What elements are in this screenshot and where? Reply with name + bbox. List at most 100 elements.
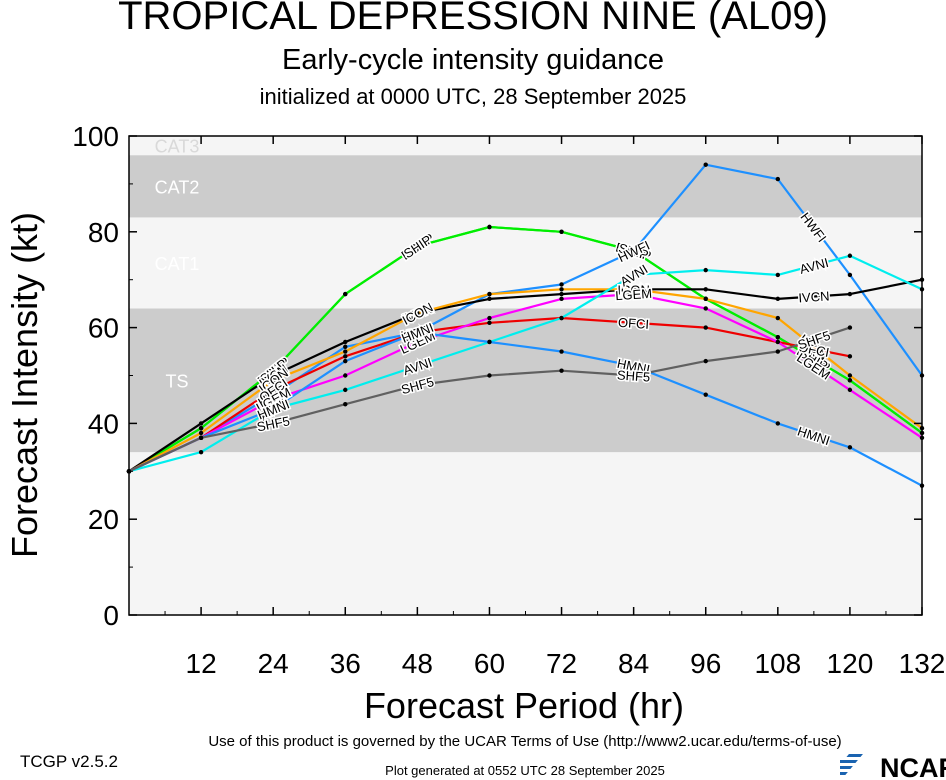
data-point-ofci-36 <box>343 354 348 359</box>
terms-of-use-notice: Use of this product is governed by the U… <box>208 733 842 750</box>
band-label-cat1: CAT1 <box>155 254 200 274</box>
data-point-ship-60 <box>487 224 492 230</box>
data-point-hwfi-36 <box>343 344 348 349</box>
data-point-ship-48 <box>415 243 420 249</box>
data-point-shf5-120 <box>847 325 853 330</box>
data-point-lgem-48 <box>415 339 420 345</box>
y-tick-label-100: 100 <box>72 121 119 152</box>
data-point-lgem-72 <box>559 296 564 302</box>
chart-init-time: initialized at 0000 UTC, 28 September 20… <box>259 84 687 109</box>
ncar-logo-text: NCAR <box>880 753 946 780</box>
data-point-icon-12 <box>198 430 204 436</box>
x-tick-label-120: 120 <box>827 648 874 679</box>
series-line-avni <box>128 254 923 473</box>
data-point-ship-12 <box>198 425 204 431</box>
generated-timestamp: Plot generated at 0552 UTC 28 September … <box>385 763 665 778</box>
data-point-lgem-36 <box>343 373 348 378</box>
series-label-shf5-84: SHF5 <box>617 367 651 384</box>
band-cat1 <box>129 217 922 309</box>
data-point-shf5-72 <box>559 368 564 373</box>
y-tick-label-60: 60 <box>88 313 119 344</box>
y-tick-label-0: 0 <box>103 600 119 631</box>
data-point-hmni-96 <box>703 392 708 397</box>
data-point-ivcn-60 <box>487 296 492 302</box>
series-line-hmni <box>128 331 923 487</box>
series-label-shf5-24: SHF5 <box>256 413 292 434</box>
x-tick-label-60: 60 <box>474 648 505 679</box>
data-point-hmni-84 <box>631 363 636 369</box>
x-tick-label-108: 108 <box>754 648 801 679</box>
data-point-hwfi-108 <box>775 176 781 182</box>
band-label-ts: TS <box>165 371 188 391</box>
forecast-lines <box>126 162 925 488</box>
data-point-ivcn-120 <box>847 291 853 297</box>
data-point-hwfi-72 <box>559 282 564 287</box>
data-point-ivcn-12 <box>198 421 204 426</box>
data-point-shf5-24 <box>270 421 276 426</box>
data-point-ivcn-24 <box>270 373 276 378</box>
data-point-hmni-24 <box>270 406 276 412</box>
series-label-ivcn-84: IVCN <box>618 281 650 298</box>
x-tick-label-96: 96 <box>690 648 721 679</box>
data-point-hwfi-120 <box>847 272 853 278</box>
data-point-ivcn-108 <box>775 296 781 302</box>
data-point-ship-108 <box>775 334 781 340</box>
band-label-cat2: CAT2 <box>155 177 200 197</box>
data-point-hmni-60 <box>487 339 492 345</box>
data-point-hwfi-96 <box>703 162 708 167</box>
data-point-hmni-72 <box>559 349 564 354</box>
band-cat3 <box>129 136 922 156</box>
series-line-icon <box>128 288 923 473</box>
data-point-avni-120 <box>847 253 853 258</box>
data-point-hwfi-24 <box>270 392 276 397</box>
data-point-ivcn-96 <box>703 287 708 292</box>
data-point-shf5-48 <box>415 382 420 388</box>
y-tick-label-80: 80 <box>88 217 119 248</box>
chart-title: TROPICAL DEPRESSION NINE (AL09) <box>118 0 828 38</box>
series-line-hwfi <box>128 163 923 473</box>
data-point-shf5-36 <box>343 402 348 407</box>
data-point-shf5-96 <box>703 358 708 364</box>
axes: 0 20 40 60 80 100 12 24 36 48 60 72 84 96 108 120 132 <box>72 121 945 679</box>
band-cat2 <box>129 155 922 218</box>
category-band-labels: TS CAT1 CAT2 CAT3 <box>155 137 200 392</box>
series-label-icon-84: ICON <box>617 282 650 297</box>
data-point-icon-84 <box>631 287 636 292</box>
data-point-avni-108 <box>775 272 781 278</box>
data-point-icon-108 <box>775 315 781 321</box>
data-point-lgem-96 <box>703 306 708 311</box>
data-point-ofci-120 <box>847 354 853 359</box>
data-point-hwfi-84 <box>631 248 636 254</box>
data-point-avni-36 <box>343 387 348 393</box>
data-point-lgem-120 <box>847 387 853 393</box>
series-line-ivcn <box>128 278 923 473</box>
data-point-icon-60 <box>487 291 492 297</box>
data-point-icon-96 <box>703 296 708 302</box>
x-tick-label-36: 36 <box>330 648 361 679</box>
data-point-avni-84 <box>631 272 636 278</box>
x-tick-label-84: 84 <box>618 648 649 679</box>
data-point-ship-24 <box>270 368 276 373</box>
data-point-hmni-36 <box>343 358 348 364</box>
data-point-ship-72 <box>559 229 564 234</box>
data-point-shf5-12 <box>198 435 204 440</box>
data-point-shf5-108 <box>775 349 781 354</box>
series-label-ofci-84: OFCI <box>618 315 650 332</box>
band-below-ts <box>129 452 922 615</box>
data-point-ship-36 <box>343 291 348 297</box>
data-point-hmni-120 <box>847 445 853 450</box>
data-point-ofci-84 <box>631 320 636 326</box>
x-tick-label-24: 24 <box>258 648 289 679</box>
data-point-shf5-84 <box>631 373 636 378</box>
x-axis-label: Forecast Period (hr) <box>364 685 684 726</box>
data-point-ofci-96 <box>703 325 708 330</box>
data-point-lgem-108 <box>775 339 781 345</box>
data-point-icon-120 <box>847 373 853 378</box>
x-tick-label-48: 48 <box>402 648 433 679</box>
data-point-ivcn-72 <box>559 291 564 297</box>
data-point-lgem-60 <box>487 315 492 321</box>
ncar-logo: NCAR <box>840 753 946 780</box>
data-point-shf5-60 <box>487 373 492 378</box>
data-point-ofci-24 <box>270 387 276 393</box>
